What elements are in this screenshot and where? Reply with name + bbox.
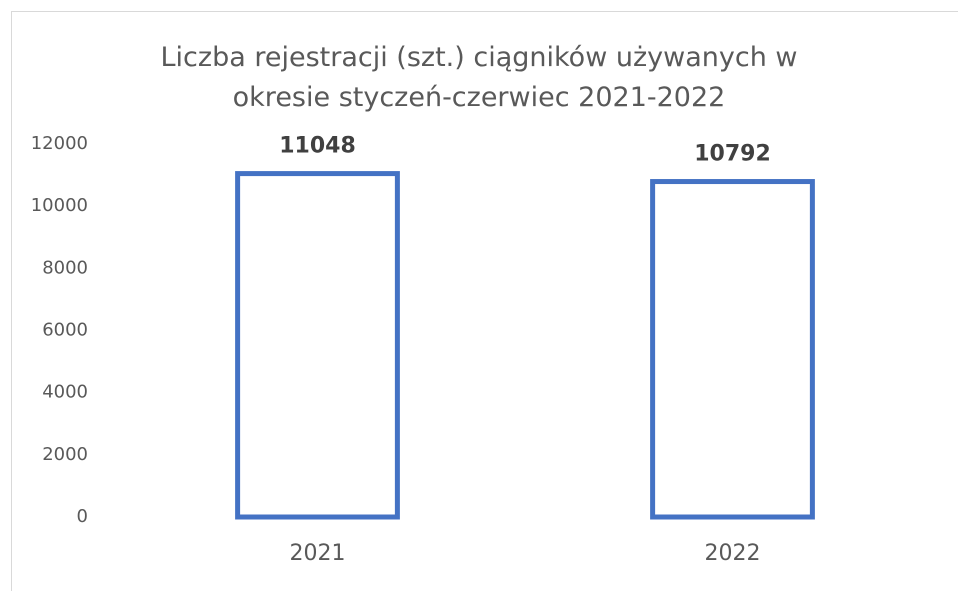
bar	[235, 171, 400, 520]
y-tick-label: 6000	[42, 320, 88, 341]
data-label: 11048	[279, 134, 356, 159]
y-tick-label: 8000	[42, 257, 88, 278]
x-tick-label: 2022	[705, 541, 761, 566]
y-tick-label: 12000	[31, 133, 88, 154]
data-label: 10792	[694, 142, 771, 167]
y-tick-label: 2000	[42, 444, 88, 465]
y-tick-label: 0	[77, 506, 88, 527]
chart-title: Liczba rejestracji (szt.) ciągników używ…	[160, 42, 798, 113]
bar	[650, 179, 815, 520]
chart-frame	[11, 11, 958, 591]
x-tick-label: 2021	[290, 541, 346, 566]
y-tick-label: 4000	[42, 382, 88, 403]
y-tick-label: 10000	[31, 195, 88, 216]
